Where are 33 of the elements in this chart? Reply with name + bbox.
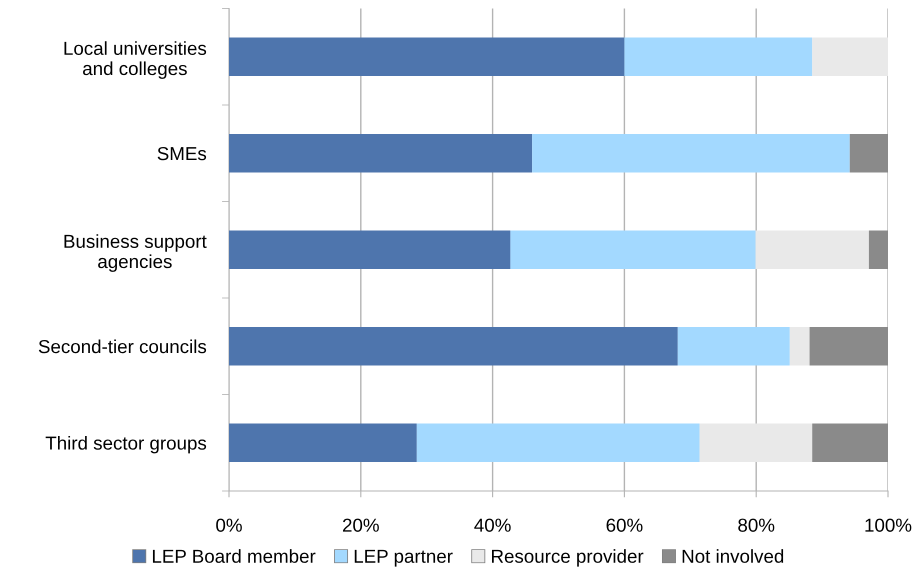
bar <box>850 134 888 173</box>
y-tick-label: Second-tier councils <box>38 339 206 354</box>
bar <box>810 326 888 366</box>
x-tick-label: 80% <box>738 518 774 532</box>
bar <box>812 37 888 76</box>
y-tick-label: SMEs <box>158 146 206 160</box>
x-tick-label: 0% <box>216 518 242 532</box>
legend-label: LEP Board member <box>152 549 316 563</box>
bar <box>229 230 510 270</box>
bar <box>510 230 756 270</box>
x-tick-label: 60% <box>606 518 642 532</box>
x-tick-label: 20% <box>342 518 379 532</box>
x-tick-label: 100% <box>865 518 912 532</box>
y-tick-label: Local universities and colleges <box>64 41 206 79</box>
y-tick-label: Third sector groups <box>46 436 206 454</box>
bar <box>229 134 532 173</box>
legend-label: Not involved <box>682 549 784 563</box>
legend-label: Resource provider <box>492 549 644 567</box>
bar <box>229 423 417 462</box>
bar <box>756 230 869 270</box>
bar <box>416 423 700 462</box>
x-tick-label: 40% <box>474 518 511 532</box>
bar <box>678 326 790 366</box>
bar <box>790 326 810 366</box>
bar <box>229 326 678 366</box>
bar <box>229 37 624 76</box>
bar <box>532 134 850 173</box>
y-tick-label: Business support agencies <box>64 234 207 272</box>
bar <box>624 37 812 76</box>
bar <box>700 423 812 462</box>
bar <box>868 230 888 270</box>
legend-label: LEP partner <box>354 550 453 567</box>
bar <box>812 423 888 462</box>
